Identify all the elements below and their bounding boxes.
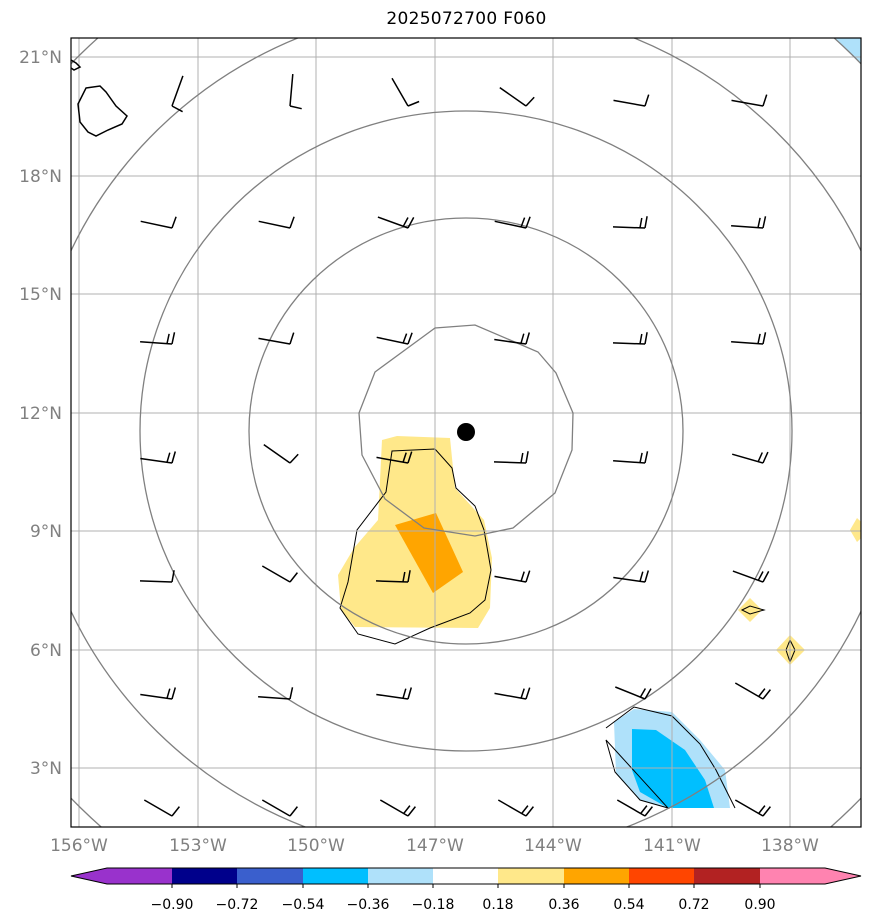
wind-barb xyxy=(731,216,767,229)
lat-label: 6°N xyxy=(30,641,62,661)
lon-label: 138°W xyxy=(761,836,819,856)
wind-barb xyxy=(377,216,415,229)
wind-barb xyxy=(171,75,184,113)
colorbar-extend-low xyxy=(71,868,107,884)
colorbar-segment xyxy=(498,868,564,884)
colorbar-segment xyxy=(629,868,694,884)
storm-center-marker xyxy=(457,423,475,441)
maui-coast xyxy=(71,59,82,71)
colorbar-segment xyxy=(107,868,172,884)
contour-lines xyxy=(339,448,796,809)
wind-barb xyxy=(499,86,535,107)
plot-frame xyxy=(70,37,862,828)
wind-barb xyxy=(391,77,420,107)
wind-barb xyxy=(613,570,650,583)
wind-barb xyxy=(376,687,413,700)
wind-barb xyxy=(612,332,648,345)
wind-barb xyxy=(289,74,302,110)
positive-anomaly-region xyxy=(338,436,861,665)
lat-label: 15°N xyxy=(19,285,62,305)
colorbar-tick-label: −0.90 xyxy=(151,897,194,913)
wind-barb xyxy=(731,332,767,345)
range-ring-1 xyxy=(358,324,574,537)
wind-barb xyxy=(734,799,771,817)
wind-barb xyxy=(143,799,180,817)
wind-barb xyxy=(731,451,769,464)
colorbar-tick-label: 0.90 xyxy=(744,897,775,913)
colorbar-extend-high xyxy=(825,868,861,884)
colorbar-tick-label: 0.18 xyxy=(482,897,513,913)
wind-barb xyxy=(615,686,652,700)
wind-barb xyxy=(139,570,175,583)
colorbar-segment xyxy=(564,868,629,884)
wind-barb xyxy=(613,94,650,107)
wind-barb xyxy=(731,94,768,107)
wind-barb xyxy=(140,451,177,464)
lat-label: 21°N xyxy=(19,48,62,68)
colorbar-segment xyxy=(237,868,303,884)
wind-barb xyxy=(263,443,299,464)
colorbar-tick-label: 0.72 xyxy=(678,897,709,913)
wind-barb xyxy=(258,687,294,700)
colorbar xyxy=(70,867,862,888)
colorbar-segment xyxy=(303,868,368,884)
coastline xyxy=(71,59,128,137)
wind-barb xyxy=(379,799,416,817)
wind-barb xyxy=(376,451,413,464)
lon-label: 141°W xyxy=(643,836,701,856)
range-ring-2 xyxy=(248,217,684,645)
colorbar-outline xyxy=(70,867,862,885)
wind-barb xyxy=(375,570,411,583)
colorbar-tick-label: −0.36 xyxy=(347,897,390,913)
colorbar-tick-labels: −0.90 −0.72 −0.54 −0.36 −0.18 0.18 0.36 … xyxy=(151,897,776,913)
colorbar-segment xyxy=(433,868,498,884)
latitude-labels: 21°N 18°N 15°N 12°N 9°N 6°N 3°N xyxy=(19,48,62,779)
wind-barb xyxy=(734,682,771,700)
wind-barb xyxy=(140,332,176,345)
range-ring-3 xyxy=(139,110,793,752)
colorbar-tick-label: 0.36 xyxy=(548,897,579,913)
lon-label: 153°W xyxy=(169,836,227,856)
hawaii-island xyxy=(77,85,128,137)
colorbar-segment xyxy=(172,868,237,884)
gridlines xyxy=(71,38,861,827)
lon-label: 144°W xyxy=(524,836,582,856)
colorbar-segment xyxy=(760,868,825,884)
lat-label: 12°N xyxy=(19,404,62,424)
colorbar-tick-label: −0.54 xyxy=(282,897,325,913)
wind-barb xyxy=(258,332,295,345)
wind-barb xyxy=(258,216,295,229)
colorbar-tick-label: 0.54 xyxy=(613,897,644,913)
wind-barb xyxy=(140,216,177,229)
wind-barb xyxy=(493,451,529,464)
lon-label: 156°W xyxy=(50,836,108,856)
colorbar-tick-label: −0.18 xyxy=(412,897,455,913)
wind-barb xyxy=(261,565,298,583)
wind-barb xyxy=(494,687,531,700)
longitude-labels: 156°W 153°W 150°W 147°W 144°W 141°W 138°… xyxy=(50,836,819,856)
wind-barb xyxy=(261,799,298,817)
wind-barb xyxy=(494,332,531,345)
lon-label: 147°W xyxy=(406,836,464,856)
wind-barb xyxy=(732,570,770,583)
wind-barb xyxy=(613,451,649,464)
colorbar-segment xyxy=(694,868,760,884)
map-title: 2025072700 F060 xyxy=(386,9,547,29)
lat-label: 9°N xyxy=(30,522,62,542)
wind-barb xyxy=(497,799,534,817)
wind-barb xyxy=(612,216,648,229)
wind-barb xyxy=(140,687,177,700)
wind-barb xyxy=(616,799,653,817)
lat-label: 18°N xyxy=(19,167,62,187)
wind-barb xyxy=(494,216,531,229)
wind-barb xyxy=(376,332,413,345)
colorbar-tick-label: −0.72 xyxy=(216,897,259,913)
lon-label: 150°W xyxy=(287,836,345,856)
wind-barb xyxy=(494,570,531,583)
lat-label: 3°N xyxy=(30,759,62,779)
wind-barbs xyxy=(139,74,771,817)
colorbar-segment xyxy=(368,868,433,884)
